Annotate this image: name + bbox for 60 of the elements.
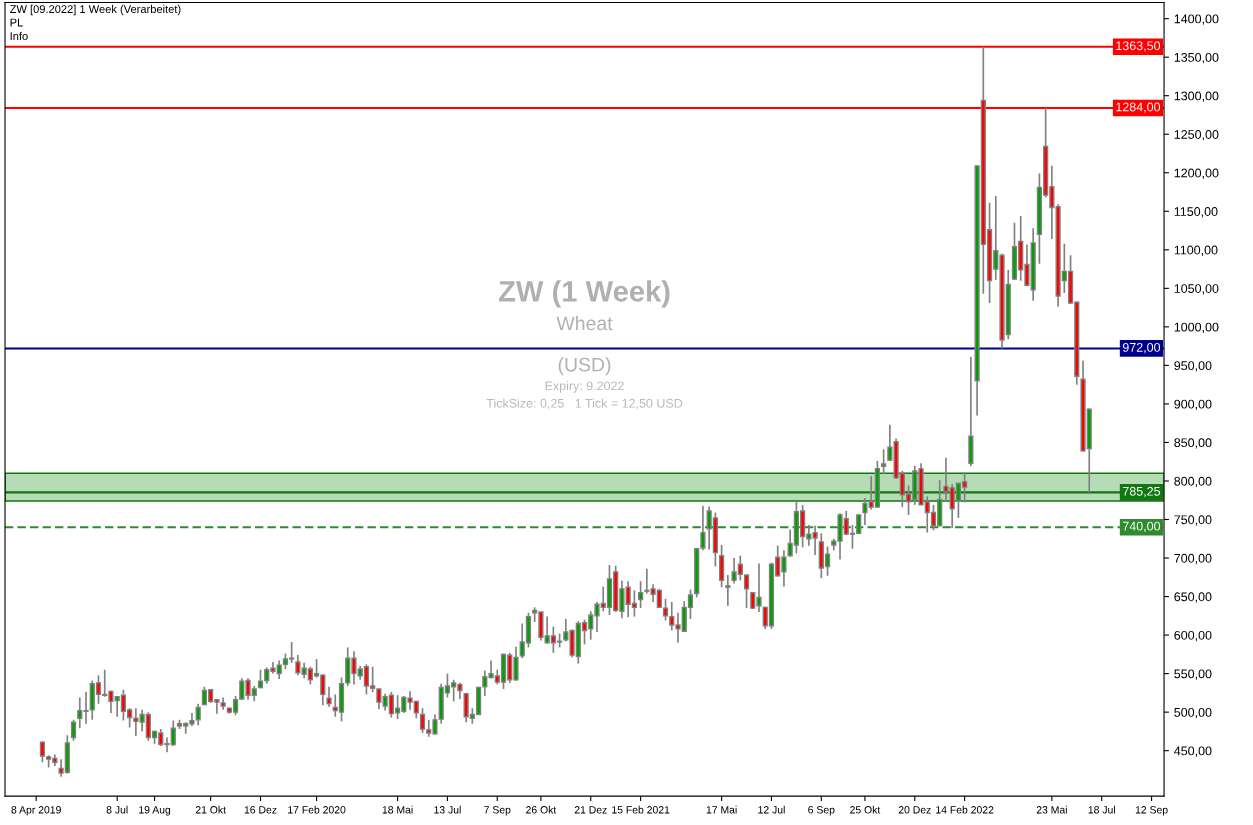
x-tick-label: 15 Feb 2021 bbox=[612, 805, 670, 814]
annotation: TickSize: 0,25 1 Tick = 12,50 USD bbox=[486, 398, 683, 410]
annotation: PL bbox=[10, 18, 23, 27]
y-tick-label: 1200,00 bbox=[1174, 168, 1219, 179]
chart-title: ZW [09.2022] 1 Week (Verarbeitet) bbox=[10, 4, 181, 16]
x-tick-label: 12 Sep bbox=[1135, 806, 1168, 816]
candlestick bbox=[637, 580, 644, 609]
y-tick-label: 450,00 bbox=[1174, 746, 1212, 757]
annotation: Expiry: 9.2022 bbox=[545, 381, 624, 393]
candlestick bbox=[295, 654, 301, 676]
x-tick-label: 17 Feb 2020 bbox=[288, 805, 346, 814]
x-tick-label: 14 Feb 2022 bbox=[936, 805, 994, 814]
y-tick-label: 550,00 bbox=[1174, 669, 1212, 680]
y-tick-label: 650,00 bbox=[1174, 592, 1212, 603]
y-tick-label: 1300,00 bbox=[1174, 91, 1219, 102]
x-tick-label: 20 Dez bbox=[898, 806, 931, 814]
candlestick bbox=[326, 685, 332, 708]
y-tick-label: 1150,00 bbox=[1174, 207, 1218, 218]
y-tick-label: 700,00 bbox=[1174, 553, 1212, 565]
y-tick-label: 1000,00 bbox=[1174, 322, 1219, 333]
x-tick-label: 6 Sep bbox=[808, 806, 835, 816]
x-tick-label: 18 Jul bbox=[1088, 805, 1115, 814]
annotation: (USD) bbox=[558, 357, 611, 376]
candlestick bbox=[70, 719, 77, 742]
y-tick-label: 750,00 bbox=[1174, 515, 1212, 526]
y-tick-label: 600,00 bbox=[1174, 630, 1212, 642]
ref-line-label: 785,25 bbox=[1122, 486, 1161, 498]
candlestick bbox=[725, 574, 731, 607]
x-tick-label: 23 Mai bbox=[1036, 805, 1067, 814]
x-tick-label: 8 Apr 2019 bbox=[11, 806, 61, 816]
x-tick-label: 16 Dez bbox=[244, 806, 277, 814]
y-tick-label: 500,00 bbox=[1174, 707, 1212, 719]
x-tick-label: 18 Mai bbox=[382, 805, 413, 814]
x-tick-label: 26 Okt bbox=[526, 805, 557, 814]
y-tick-label: 800,00 bbox=[1174, 476, 1212, 488]
x-tick-label: 25 Okt bbox=[850, 805, 881, 814]
y-tick-label: 1350,00 bbox=[1174, 52, 1219, 64]
x-tick-label: 21 Dez bbox=[574, 806, 607, 814]
y-tick-label: 900,00 bbox=[1174, 399, 1212, 411]
annotation: ZW (1 Week) bbox=[498, 280, 670, 308]
x-tick-label: 21 Okt bbox=[195, 805, 226, 814]
x-tick-label: 7 Sep bbox=[484, 806, 511, 816]
annotation: Wheat bbox=[556, 315, 613, 331]
x-tick-label: 17 Mai bbox=[706, 805, 737, 814]
ref-line-label: 972,00 bbox=[1122, 342, 1161, 354]
y-tick-label: 1050,00 bbox=[1174, 284, 1219, 295]
x-tick-label: 19 Aug bbox=[139, 806, 171, 816]
ref-line-label: 1363,50 bbox=[1116, 41, 1161, 52]
ref-line-label: 740,00 bbox=[1122, 521, 1161, 533]
y-tick-label: 1100,00 bbox=[1174, 245, 1218, 256]
y-tick-label: 1400,00 bbox=[1174, 14, 1219, 25]
y-tick-label: 950,00 bbox=[1174, 361, 1212, 372]
x-tick-label: 13 Jul bbox=[434, 805, 461, 814]
y-tick-label: 1250,00 bbox=[1174, 130, 1219, 141]
annotation: Info bbox=[10, 31, 28, 40]
y-tick-label: 850,00 bbox=[1174, 438, 1212, 449]
x-tick-label: 12 Jul bbox=[758, 805, 785, 814]
x-tick-label: 8 Jul bbox=[106, 805, 128, 814]
candlestick bbox=[881, 448, 887, 475]
ref-line-label: 1284,00 bbox=[1116, 102, 1161, 113]
